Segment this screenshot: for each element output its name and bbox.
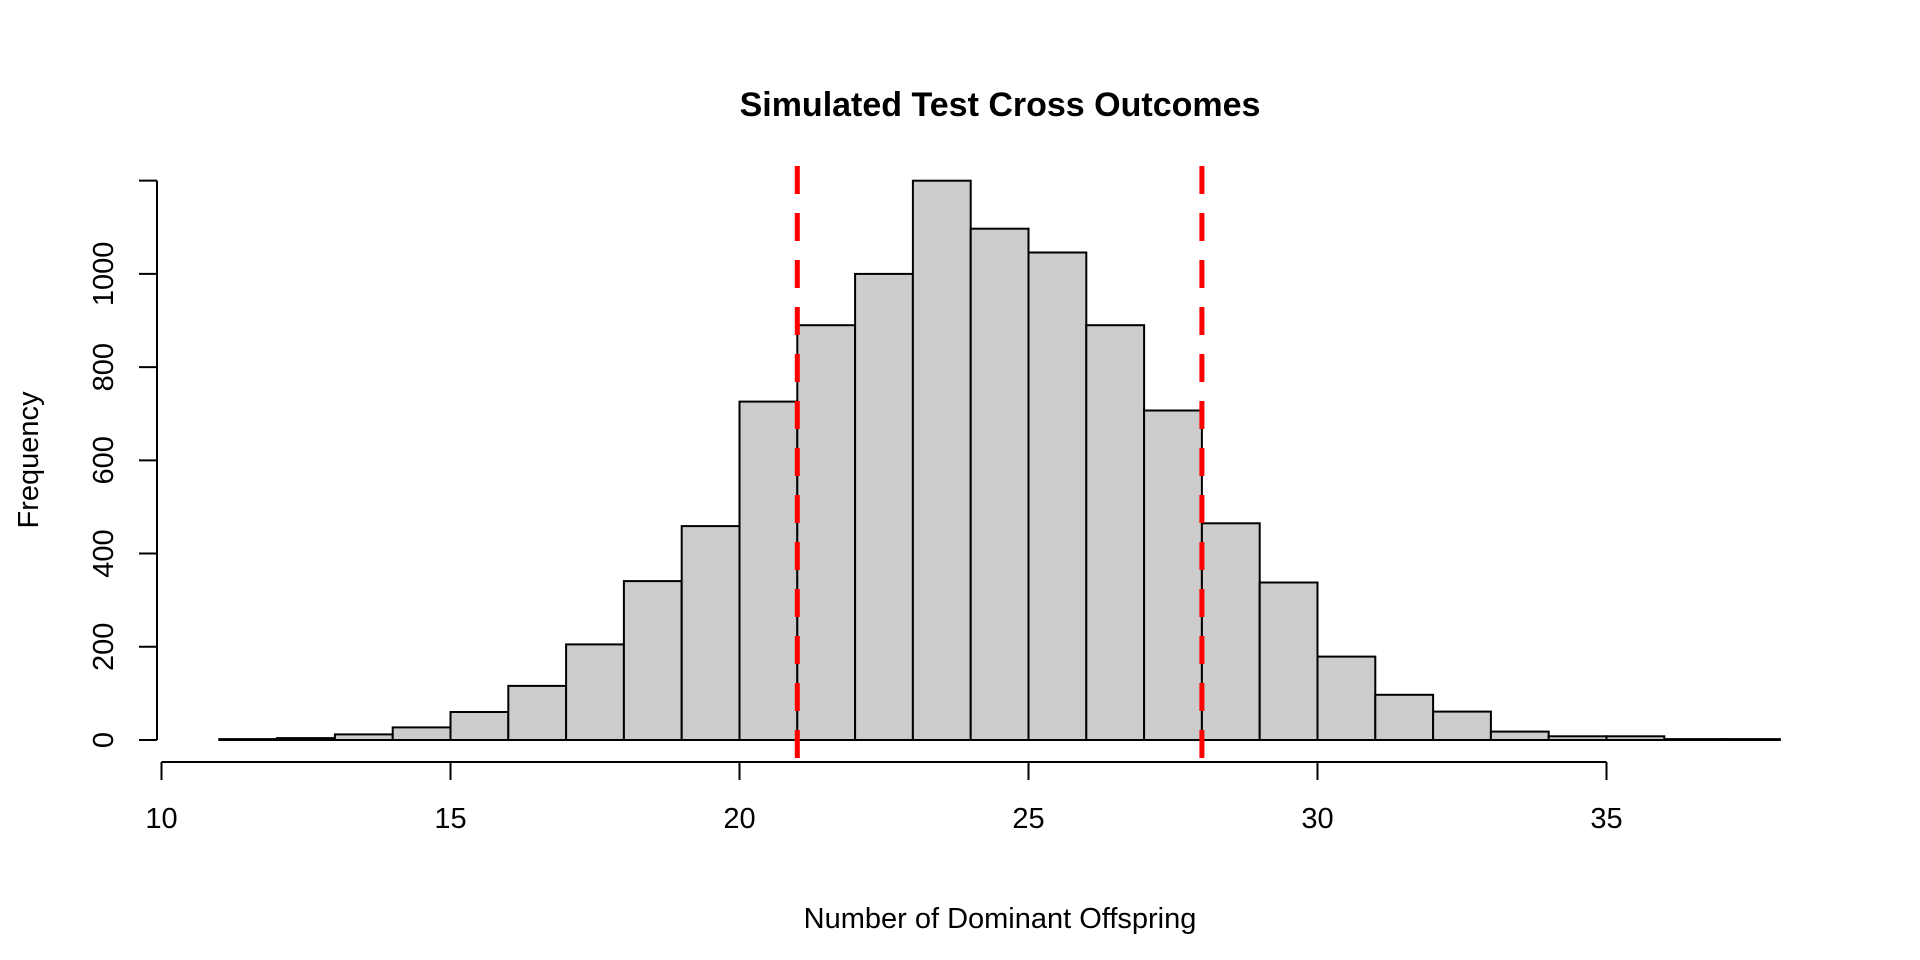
histogram-bar	[1489, 730, 1550, 741]
histogram-bar	[622, 580, 683, 741]
x-tick-label: 10	[145, 803, 177, 835]
x-tick-label: 35	[1590, 803, 1622, 835]
histogram-bar	[1374, 693, 1435, 741]
histogram-bar	[565, 643, 625, 742]
histogram-bar	[969, 227, 1030, 741]
histogram-bar	[449, 711, 510, 741]
x-tick-label: 25	[1012, 803, 1044, 835]
histogram-bar	[276, 737, 336, 741]
histogram-bars	[218, 179, 1781, 742]
histogram-bar	[1721, 738, 1781, 741]
histogram-bar	[1316, 655, 1377, 741]
histogram-bar	[507, 684, 568, 742]
chart-title: Simulated Test Cross Outcomes	[740, 86, 1261, 124]
y-tick-label: 200	[88, 623, 120, 671]
histogram-bar	[1027, 251, 1088, 741]
histogram-bar	[854, 272, 914, 741]
histogram-bar	[1605, 735, 1666, 741]
y-tick-label: 0	[88, 732, 120, 748]
y-tick-label: 600	[88, 436, 120, 484]
x-tick-label: 15	[434, 803, 466, 835]
histogram-bar	[738, 400, 799, 741]
histogram-bar	[1258, 581, 1319, 741]
histogram-bar	[1547, 735, 1608, 741]
histogram-bar	[218, 738, 279, 741]
histogram-bar	[911, 179, 972, 741]
histogram-bar	[1143, 409, 1203, 741]
y-tick-label: 1000	[88, 242, 120, 307]
reference-lines	[794, 166, 1205, 762]
axes: 0 200 400 600 800 1000 10 15 20 25 30 35	[88, 179, 1623, 835]
histogram-bar	[1432, 710, 1492, 741]
x-tick-label: 20	[723, 803, 755, 835]
histogram-bar	[1085, 324, 1146, 741]
y-tick-label: 800	[88, 343, 120, 391]
histogram-bar	[680, 525, 741, 741]
y-axis-label: Frequency	[13, 391, 45, 529]
histogram-bar	[1200, 522, 1261, 741]
x-axis-label: Number of Dominant Offspring	[804, 903, 1197, 935]
y-tick-label: 400	[88, 529, 120, 577]
histogram-bar	[391, 726, 452, 742]
histogram-bar	[796, 324, 857, 741]
histogram-bar	[1663, 738, 1724, 741]
x-tick-label: 30	[1301, 803, 1333, 835]
histogram-bar	[333, 733, 394, 742]
